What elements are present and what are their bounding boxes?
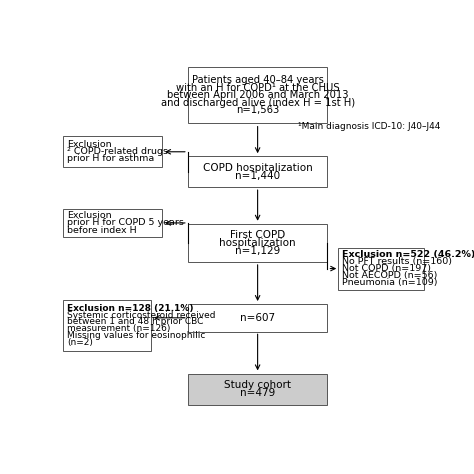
Text: between April 2006 and March 2013: between April 2006 and March 2013 bbox=[167, 90, 348, 100]
Text: Exclusion: Exclusion bbox=[67, 211, 112, 220]
Text: Patients aged 40–84 years: Patients aged 40–84 years bbox=[191, 75, 324, 85]
Text: n=607: n=607 bbox=[240, 313, 275, 323]
Text: Study cohort: Study cohort bbox=[224, 380, 291, 390]
Text: Exclusion n=522 (46.2%): Exclusion n=522 (46.2%) bbox=[342, 250, 474, 259]
Text: No PFT results (n=160): No PFT results (n=160) bbox=[342, 257, 452, 266]
FancyBboxPatch shape bbox=[188, 156, 328, 187]
FancyBboxPatch shape bbox=[337, 247, 424, 290]
Text: between 1 and 48 h prior CBC: between 1 and 48 h prior CBC bbox=[67, 317, 204, 326]
Text: with an H for COPD¹ at the CHUS: with an H for COPD¹ at the CHUS bbox=[176, 83, 339, 93]
Text: measurement (n=126): measurement (n=126) bbox=[67, 324, 171, 333]
Text: COPD hospitalization: COPD hospitalization bbox=[203, 163, 312, 173]
Text: ¹Main diagnosis ICD-10: J40–J44: ¹Main diagnosis ICD-10: J40–J44 bbox=[298, 122, 440, 131]
Text: Not AECOPD (n=56): Not AECOPD (n=56) bbox=[342, 271, 438, 280]
Text: before index H: before index H bbox=[67, 226, 137, 235]
Text: prior H for COPD 5 years: prior H for COPD 5 years bbox=[67, 219, 184, 228]
FancyBboxPatch shape bbox=[63, 136, 162, 167]
FancyBboxPatch shape bbox=[63, 209, 162, 237]
FancyBboxPatch shape bbox=[63, 300, 151, 351]
Text: Exclusion: Exclusion bbox=[67, 140, 112, 149]
Text: hospitalization: hospitalization bbox=[219, 238, 296, 248]
Text: ² COPD-related drugs: ² COPD-related drugs bbox=[67, 147, 168, 156]
Text: Systemic corticosteroid received: Systemic corticosteroid received bbox=[67, 310, 216, 319]
Text: Exclusion n=128 (21.1%): Exclusion n=128 (21.1%) bbox=[67, 304, 194, 313]
Text: n=1,563: n=1,563 bbox=[236, 105, 279, 115]
Text: Not COPD (n=197): Not COPD (n=197) bbox=[342, 264, 431, 273]
Text: n=1,129: n=1,129 bbox=[235, 246, 280, 256]
Text: n=479: n=479 bbox=[240, 388, 275, 398]
Text: Pneumonia (n=109): Pneumonia (n=109) bbox=[342, 278, 438, 287]
Text: Missing values for eosinophilic: Missing values for eosinophilic bbox=[67, 331, 206, 340]
Text: and discharged alive (index H = 1st H): and discharged alive (index H = 1st H) bbox=[161, 98, 355, 108]
Text: First COPD: First COPD bbox=[230, 230, 285, 240]
FancyBboxPatch shape bbox=[188, 304, 328, 331]
Text: prior H for asthma: prior H for asthma bbox=[67, 155, 155, 164]
Text: n=1,440: n=1,440 bbox=[235, 171, 280, 181]
Text: (n=2): (n=2) bbox=[67, 337, 93, 346]
FancyBboxPatch shape bbox=[188, 374, 328, 404]
FancyBboxPatch shape bbox=[188, 67, 328, 124]
FancyBboxPatch shape bbox=[188, 224, 328, 262]
